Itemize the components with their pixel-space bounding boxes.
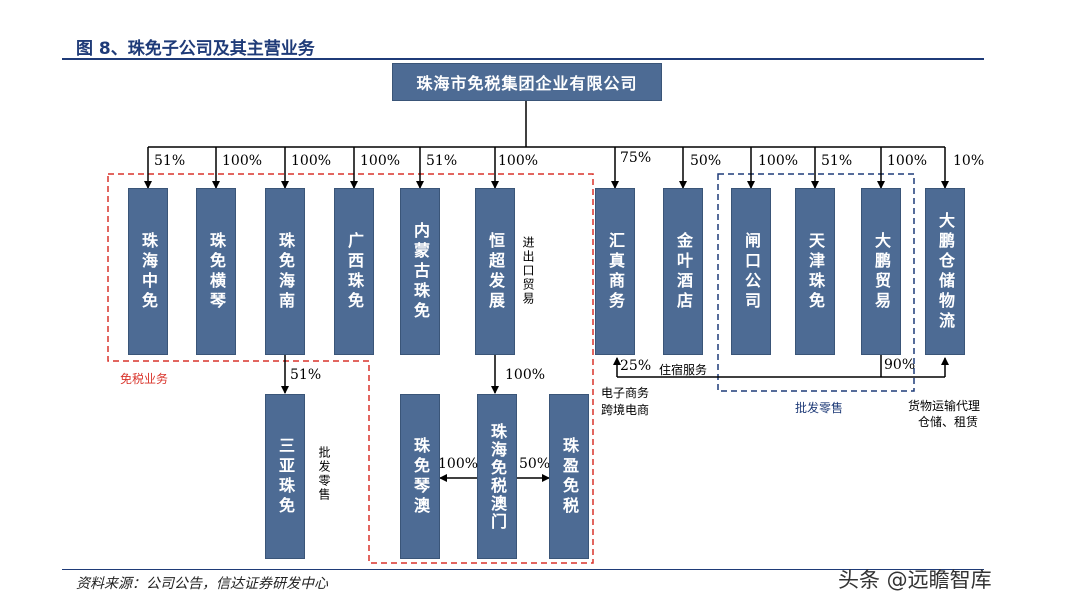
watermark: 头条 @远瞻智库 xyxy=(838,568,992,592)
subsidiary-box: 珠免横琴 xyxy=(196,188,236,355)
pct-label: 100% xyxy=(222,153,263,169)
pct-label: 100% xyxy=(758,153,799,169)
pct-label: 90% xyxy=(884,357,916,373)
hengchao-business-note: 进出口贸易 xyxy=(521,236,535,306)
pct-label: 51% xyxy=(290,367,322,383)
pct-label: 50% xyxy=(690,153,722,169)
subsidiary-box: 珠海中免 xyxy=(128,188,168,355)
logistics-business-note: 仓储、租赁 xyxy=(918,415,979,429)
title-divider xyxy=(62,58,984,60)
wholesale-group-outline xyxy=(717,173,915,392)
pct-label: 100% xyxy=(360,153,401,169)
subsidiary-box: 大鹏仓储物流 xyxy=(925,188,965,355)
subsidiary-box: 汇真商务 xyxy=(595,188,635,355)
footer-divider xyxy=(62,569,984,570)
subsidiary-box: 大鹏贸易 xyxy=(861,188,901,355)
pct-label: 51% xyxy=(821,153,853,169)
pct-label: 75% xyxy=(620,150,652,166)
subsidiary-box: 天津珠免 xyxy=(795,188,835,355)
pct-label: 51% xyxy=(426,153,458,169)
pct-label: 25% xyxy=(620,358,652,374)
subsidiary-box: 珠免琴澳 xyxy=(400,394,440,559)
subsidiary-box: 珠免海南 xyxy=(265,188,305,355)
figure-title: 图 8、珠免子公司及其主营业务 xyxy=(76,39,315,59)
pct-label: 50% xyxy=(519,456,551,472)
pct-label: 51% xyxy=(154,153,186,169)
duty-free-group-label: 免税业务 xyxy=(120,372,169,386)
subsidiary-box: 三亚珠免 xyxy=(265,394,305,559)
sanya-business-note: 批发零售 xyxy=(317,446,331,502)
pct-label: 100% xyxy=(505,367,546,383)
pct-label: 100% xyxy=(438,456,479,472)
pct-label: 10% xyxy=(953,153,985,169)
source-note: 资料来源：公司公告，信达证券研发中心 xyxy=(76,576,328,592)
subsidiary-box: 珠盈免税 xyxy=(549,394,589,559)
pct-label: 100% xyxy=(291,153,332,169)
root-company-box: 珠海市免税集团企业有限公司 xyxy=(392,63,662,101)
huizhen-business-note: 电子商务 xyxy=(601,386,650,400)
wholesale-group-label: 批发零售 xyxy=(795,401,844,415)
subsidiary-box: 金叶酒店 xyxy=(663,188,703,355)
subsidiary-box: 珠海免税澳门 xyxy=(477,394,517,559)
subsidiary-box: 恒超发展 xyxy=(475,188,515,355)
logistics-business-note: 货物运输代理 xyxy=(908,399,981,413)
subsidiary-box: 闸口公司 xyxy=(731,188,771,355)
pct-label: 100% xyxy=(887,153,928,169)
huizhen-business-note: 跨境电商 xyxy=(601,403,650,417)
pct-label: 100% xyxy=(498,153,539,169)
jinye-business-note: 住宿服务 xyxy=(659,363,708,377)
duty-free-group-outline xyxy=(107,173,594,564)
subsidiary-box: 广西珠免 xyxy=(334,188,374,355)
subsidiary-box: 内蒙古珠免 xyxy=(400,188,440,355)
